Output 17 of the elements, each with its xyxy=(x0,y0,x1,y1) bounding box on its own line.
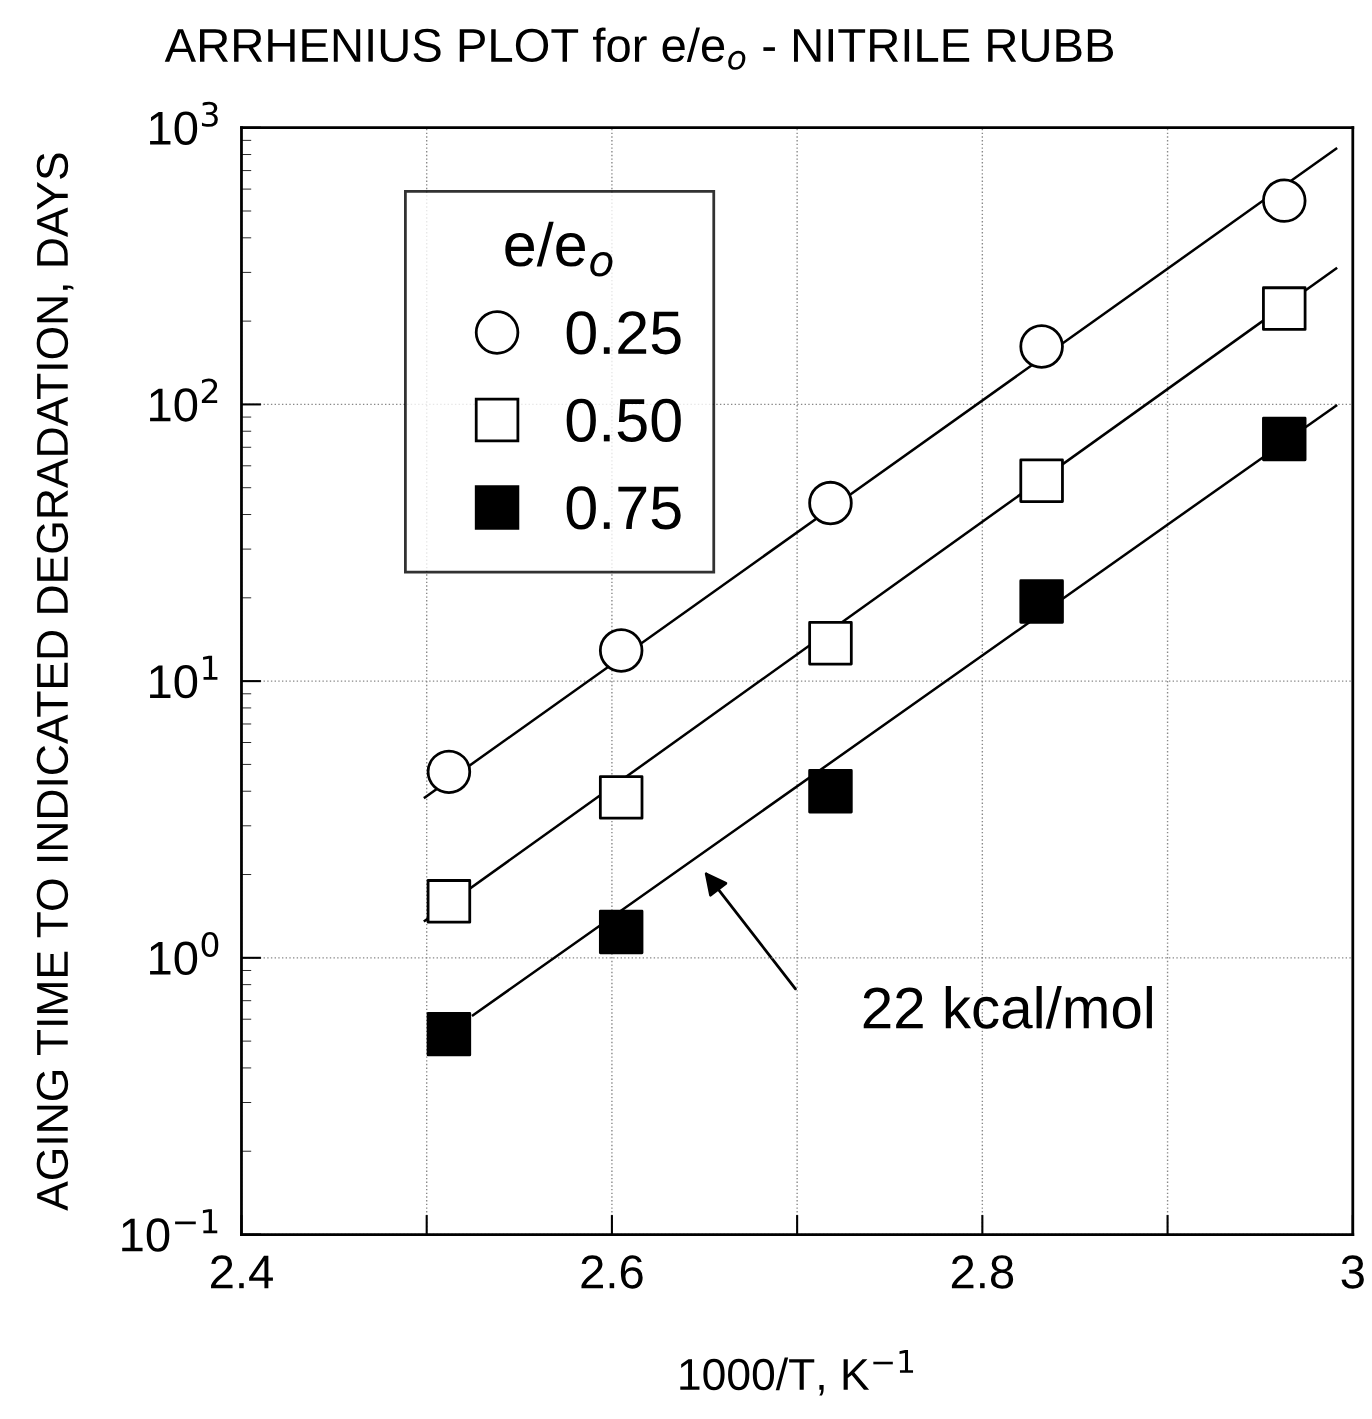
legend-label: 0.25 xyxy=(566,311,681,355)
x-tick-label: 2.4 xyxy=(211,1255,273,1289)
x-axis-title: 1000/T, K$^{−1}$ xyxy=(680,1350,914,1396)
x-tick-label: 2.8 xyxy=(951,1255,1014,1289)
legend-label: 0.75 xyxy=(566,486,681,530)
y-tick-label: 10$^{0}$ xyxy=(150,931,219,976)
x-tick-label: 3 xyxy=(1341,1255,1364,1289)
y-tick-label: 10$^{2}$ xyxy=(150,378,218,422)
annotation: 22 kcal/mol xyxy=(863,985,1152,1029)
y-axis-title: AGING TIME TO INDICATED DEGRADATION, DAYS xyxy=(36,153,74,1211)
y-tick-label: 10$^{3}$ xyxy=(150,101,218,145)
y-tick-label: 10$^{1}$ xyxy=(150,655,218,699)
y-tick-label: 10$^{−1}$ xyxy=(122,1209,218,1252)
x-tick-label: 2.6 xyxy=(581,1255,643,1289)
legend-title: e/e$_{o}$ xyxy=(505,221,613,277)
chart-title: ARRHENIUS PLOT for e/e$_{o}$ - NITRILE RUBB xyxy=(164,27,1114,70)
legend-label: 0.50 xyxy=(566,398,681,442)
